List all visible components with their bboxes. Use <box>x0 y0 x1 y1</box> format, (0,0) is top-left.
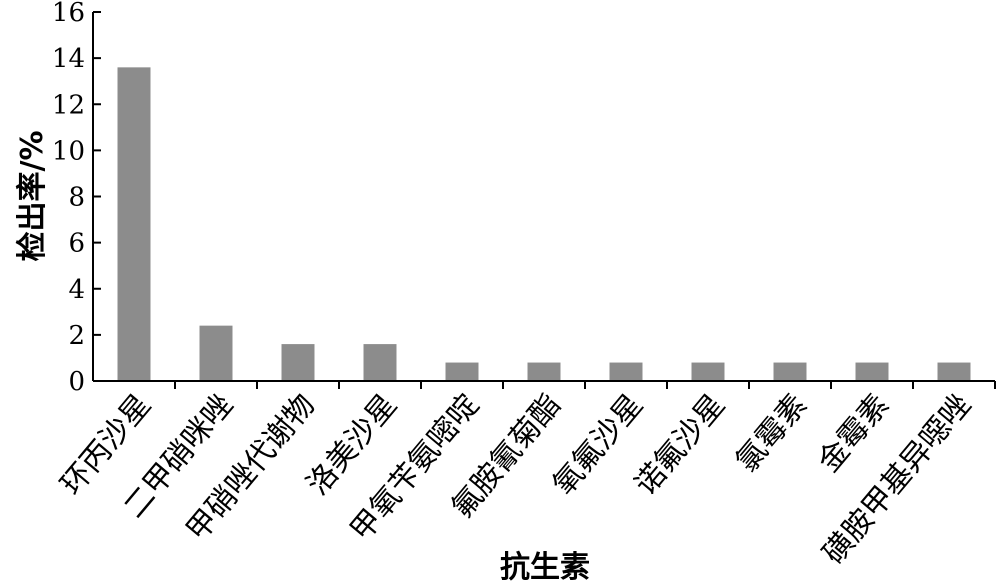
bar <box>609 362 643 381</box>
bar <box>527 362 561 381</box>
y-tick-label: 4 <box>68 275 85 305</box>
y-tick-label: 10 <box>52 136 85 166</box>
x-category-label: 金霉素 <box>811 388 896 479</box>
y-tick-label: 8 <box>68 183 85 213</box>
x-axis-title: 抗生素 <box>500 550 590 585</box>
y-tick-label: 16 <box>52 0 85 28</box>
bar <box>117 67 151 381</box>
bar <box>855 362 889 381</box>
y-ticks-group: 0 2 4 6 8 10 12 14 16 <box>52 0 101 397</box>
x-labels-group: 环丙沙星二甲硝咪唑甲硝唑代谢物洛美沙星甲氧苄氨嘧啶氟胺氰菊酯氧氟沙星诺氟沙星氯霉… <box>54 388 978 571</box>
x-category-label: 氯霉素 <box>729 388 814 479</box>
y-tick-label: 6 <box>68 229 85 259</box>
x-category-label: 诺氟沙星 <box>628 388 732 502</box>
bar <box>691 362 725 381</box>
x-category-label: 磺胺甲基异噁唑 <box>816 388 978 571</box>
bar <box>773 362 807 381</box>
y-tick-label: 2 <box>68 321 85 351</box>
y-axis-title: 检出率/% <box>15 130 50 261</box>
bars-group <box>117 67 971 381</box>
bar <box>281 344 315 381</box>
y-tick-label: 12 <box>52 90 85 120</box>
bar <box>199 325 233 381</box>
bar <box>363 344 397 381</box>
bar <box>937 362 971 381</box>
bar <box>445 362 479 381</box>
y-tick-label: 0 <box>68 367 85 397</box>
y-tick-label: 14 <box>52 44 85 74</box>
x-ticks-group <box>174 381 996 389</box>
